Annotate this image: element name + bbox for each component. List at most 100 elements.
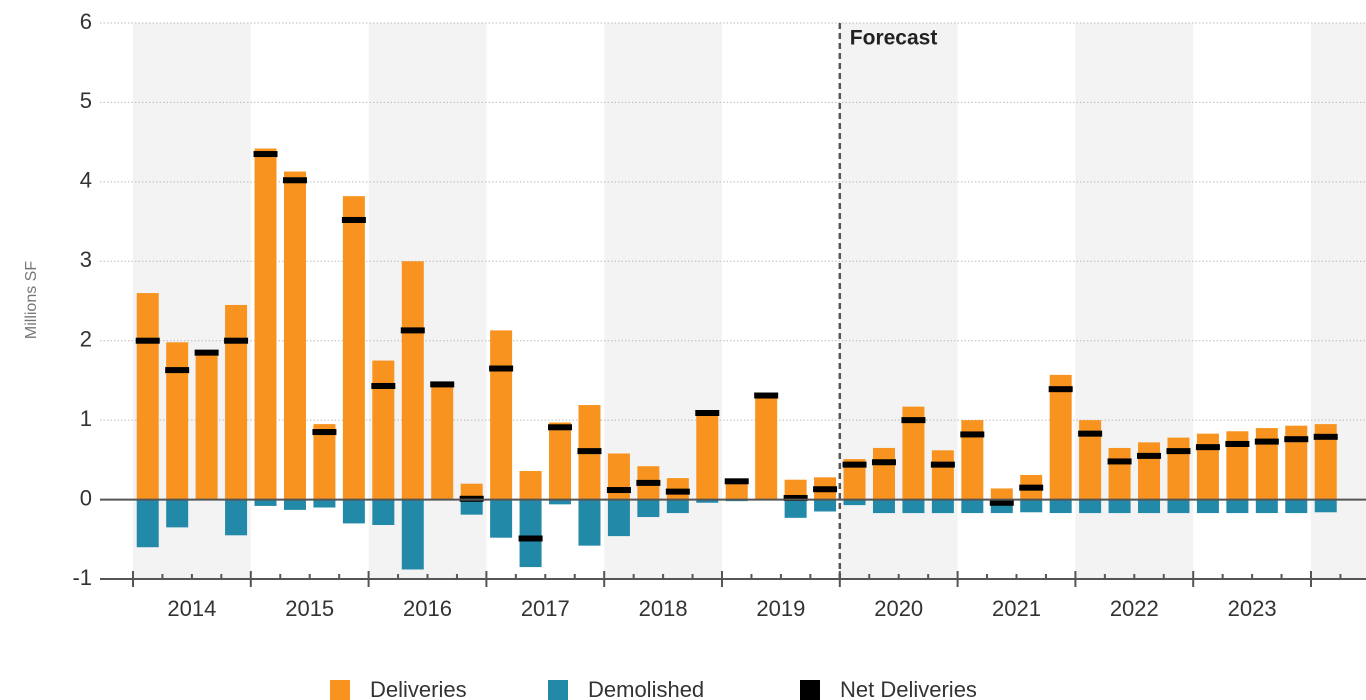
y-tick-label: 2: [80, 327, 92, 352]
bar: [166, 342, 189, 500]
net-marker: [901, 417, 926, 424]
bar: [1138, 499, 1161, 514]
bar: [166, 499, 189, 528]
net-marker: [341, 216, 366, 223]
net-marker: [253, 151, 278, 158]
bar: [961, 499, 984, 514]
net-marker: [606, 487, 631, 494]
legend-label: Net Deliveries: [840, 677, 977, 700]
net-marker: [960, 431, 985, 438]
x-tick-label: 2020: [874, 596, 923, 621]
x-tick-label: 2018: [639, 596, 688, 621]
legend-swatch: [800, 680, 820, 700]
net-marker: [1107, 458, 1132, 465]
bar: [519, 470, 542, 500]
bar: [195, 352, 218, 500]
x-tick-label: 2017: [521, 596, 570, 621]
net-marker: [400, 327, 425, 334]
net-marker: [842, 461, 867, 468]
y-tick-label: -1: [72, 565, 92, 590]
bar: [1167, 437, 1190, 500]
net-marker: [1166, 448, 1191, 455]
bar: [1108, 499, 1131, 514]
y-tick-label: 4: [80, 168, 92, 193]
legend-label: Demolished: [588, 677, 704, 700]
bar: [1314, 424, 1337, 500]
x-tick-label: 2016: [403, 596, 452, 621]
net-marker: [371, 382, 396, 389]
bar: [1079, 420, 1102, 500]
bar: [254, 499, 277, 506]
x-tick-label: 2023: [1228, 596, 1277, 621]
net-marker: [1048, 386, 1073, 393]
bar: [283, 171, 306, 500]
x-tick-label: 2021: [992, 596, 1041, 621]
net-marker: [1313, 433, 1338, 440]
bar: [814, 499, 837, 512]
bar: [549, 499, 572, 505]
bar: [1226, 499, 1249, 514]
bar: [578, 499, 601, 546]
y-tick-label: 6: [80, 9, 92, 34]
bar: [1285, 499, 1308, 514]
bar: [872, 499, 895, 514]
net-marker: [724, 478, 749, 485]
net-marker: [665, 488, 690, 495]
bar: [313, 424, 336, 500]
bar: [401, 499, 424, 570]
net-marker: [695, 409, 720, 416]
bar: [1255, 499, 1278, 514]
bar: [136, 499, 159, 548]
net-marker: [1195, 444, 1220, 451]
net-marker: [636, 479, 661, 486]
bar: [931, 499, 954, 514]
x-tick-label: 2014: [167, 596, 216, 621]
net-marker: [1078, 430, 1103, 437]
bar: [519, 499, 542, 568]
net-marker: [430, 381, 455, 388]
net-marker: [577, 448, 602, 455]
bar: [902, 499, 925, 514]
y-tick-label: 3: [80, 247, 92, 272]
bar: [254, 148, 277, 500]
net-marker: [194, 349, 219, 356]
net-marker: [1019, 484, 1044, 491]
net-marker: [813, 486, 838, 493]
net-marker: [1137, 452, 1162, 459]
net-marker: [871, 459, 896, 466]
bar: [1049, 374, 1072, 500]
bar: [784, 499, 807, 518]
net-marker: [518, 535, 543, 542]
bar: [696, 410, 719, 500]
net-marker: [1284, 436, 1309, 443]
y-tick-label: 5: [80, 88, 92, 113]
bar: [1138, 442, 1161, 500]
net-marker: [312, 429, 337, 436]
net-marker: [783, 494, 808, 501]
net-marker: [1225, 440, 1250, 447]
legend-swatch: [548, 680, 568, 700]
net-marker: [930, 461, 955, 468]
legend-swatch: [330, 680, 350, 700]
bar: [637, 499, 660, 518]
annotation: Forecast: [850, 27, 938, 50]
y-axis-label: Millions SF: [23, 261, 40, 339]
bar: [755, 394, 778, 500]
bar: [283, 499, 306, 510]
net-marker: [489, 365, 514, 372]
bar: [460, 499, 483, 515]
bar: [843, 459, 866, 500]
bar: [784, 479, 807, 500]
x-tick-label: 2015: [285, 596, 334, 621]
x-tick-label: 2022: [1110, 596, 1159, 621]
net-marker: [989, 499, 1014, 506]
bar: [490, 330, 513, 500]
bar: [1020, 499, 1043, 513]
bar: [1196, 499, 1219, 514]
bar: [1108, 447, 1131, 500]
bar: [696, 499, 719, 503]
bar: [725, 480, 748, 500]
bar: [872, 447, 895, 500]
bar: [1079, 499, 1102, 514]
